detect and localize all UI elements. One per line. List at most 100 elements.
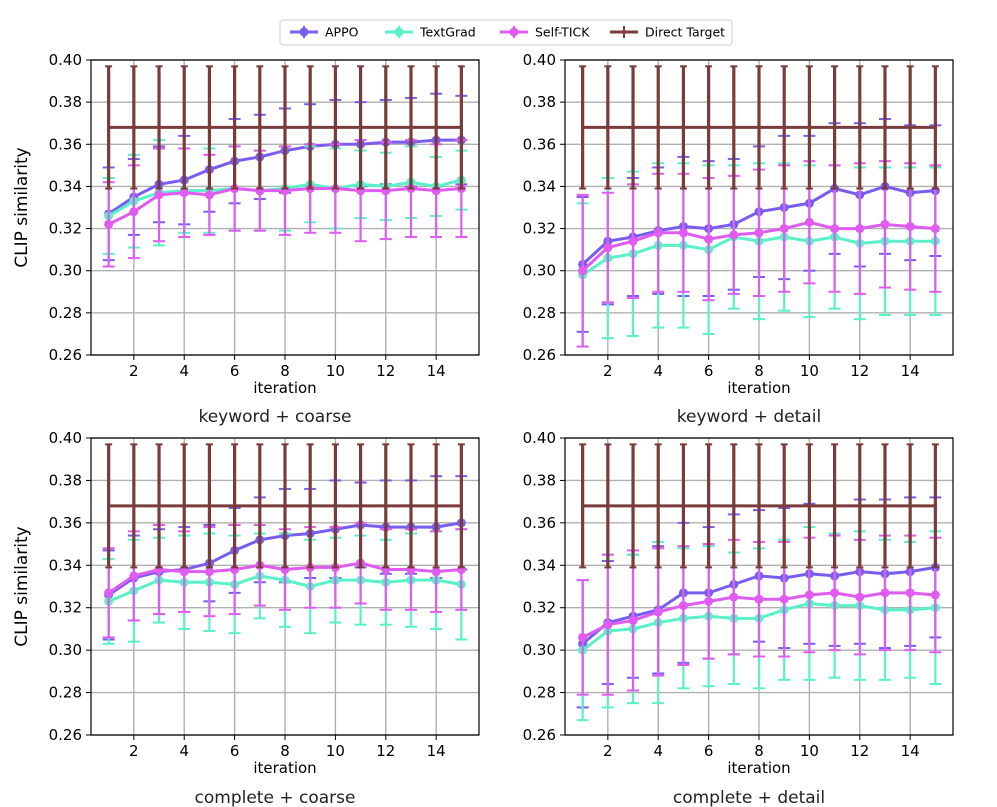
ytick-label-0.34: 0.34 <box>523 177 556 195</box>
x-axis-label: iteration <box>727 379 790 397</box>
plot-area <box>102 443 468 645</box>
legend-label-textgrad: TextGrad <box>419 25 476 40</box>
point-self-tick-13 <box>880 588 890 598</box>
plot-area <box>576 443 942 722</box>
series-direct-target <box>105 65 465 190</box>
point-self-tick-1 <box>578 266 588 276</box>
ytick-label-0.40: 0.40 <box>49 429 82 447</box>
ytick-label-0.36: 0.36 <box>49 514 82 532</box>
panel-title: complete + detail <box>673 788 825 807</box>
xtick-label-8: 8 <box>280 362 290 380</box>
point-self-tick-3 <box>628 236 638 246</box>
point-self-tick-6 <box>704 234 714 244</box>
point-self-tick-3 <box>154 190 164 200</box>
xtick-label-10: 10 <box>800 362 819 380</box>
point-self-tick-4 <box>179 188 189 198</box>
point-self-tick-7 <box>729 592 739 602</box>
xtick-label-12: 12 <box>376 362 395 380</box>
ytick-label-0.38: 0.38 <box>523 93 556 111</box>
point-self-tick-15 <box>930 224 940 234</box>
legend-label-direct-target: Direct Target <box>645 25 725 40</box>
ytick-label-0.32: 0.32 <box>49 599 82 617</box>
xtick-label-2: 2 <box>129 742 139 760</box>
point-self-tick-5 <box>678 228 688 238</box>
xtick-label-12: 12 <box>850 362 869 380</box>
point-self-tick-8 <box>754 594 764 604</box>
plot-area <box>576 65 942 348</box>
point-self-tick-2 <box>129 571 139 581</box>
ytick-label-0.30: 0.30 <box>49 641 82 659</box>
legend-label-self-tick: Self-TICK <box>535 25 590 40</box>
legend-item-textgrad: TextGrad <box>385 25 476 40</box>
ytick-label-0.38: 0.38 <box>523 471 556 489</box>
point-self-tick-9 <box>779 224 789 234</box>
point-self-tick-5 <box>204 190 214 200</box>
xtick-label-12: 12 <box>850 742 869 760</box>
ticks: 2 4 6 8 10 12 14 0.26 0.28 0.30 0.32 0.34 0.36 0.38 0.… <box>523 429 920 760</box>
point-self-tick-4 <box>179 567 189 577</box>
ytick-label-0.32: 0.32 <box>523 220 556 238</box>
point-self-tick-2 <box>603 243 613 253</box>
xtick-label-8: 8 <box>754 362 764 380</box>
point-self-tick-5 <box>204 567 214 577</box>
y-axis-label: CLIP similarity <box>12 147 32 267</box>
xtick-label-14: 14 <box>427 742 446 760</box>
ticks: 2 4 6 8 10 12 14 0.26 0.28 0.30 0.32 0.34 0.36 0.38 0.… <box>49 51 446 380</box>
xtick-label-2: 2 <box>603 362 613 380</box>
legend-marker-appo <box>299 27 309 37</box>
ytick-label-0.38: 0.38 <box>49 93 82 111</box>
xtick-label-10: 10 <box>326 742 345 760</box>
ytick-label-0.32: 0.32 <box>49 220 82 238</box>
ytick-label-0.34: 0.34 <box>49 177 82 195</box>
legend-item-direct-target: Direct Target <box>610 25 725 40</box>
xtick-label-4: 4 <box>653 742 663 760</box>
xtick-label-6: 6 <box>704 742 714 760</box>
ytick-label-0.28: 0.28 <box>523 684 556 702</box>
point-self-tick-10 <box>804 590 814 600</box>
ytick-label-0.30: 0.30 <box>49 262 82 280</box>
point-self-tick-2 <box>603 620 613 630</box>
point-self-tick-7 <box>729 230 739 240</box>
point-self-tick-11 <box>830 588 840 598</box>
ytick-label-0.40: 0.40 <box>523 429 556 447</box>
ytick-label-0.34: 0.34 <box>49 556 82 574</box>
panel-title: keyword + coarse <box>198 407 351 427</box>
point-self-tick-1 <box>104 219 114 229</box>
legend-marker-self-tick <box>509 27 519 37</box>
xtick-label-8: 8 <box>280 742 290 760</box>
x-axis-label: iteration <box>253 759 316 777</box>
ticks: 2 4 6 8 10 12 14 0.26 0.28 0.30 0.32 0.34 0.36 0.38 0.… <box>523 51 920 380</box>
ytick-label-0.36: 0.36 <box>523 514 556 532</box>
y-axis-label: CLIP similarity <box>12 526 32 646</box>
xtick-label-14: 14 <box>901 362 920 380</box>
ytick-label-0.26: 0.26 <box>523 346 556 364</box>
xtick-label-6: 6 <box>704 362 714 380</box>
ytick-label-0.36: 0.36 <box>49 135 82 153</box>
xtick-label-2: 2 <box>129 362 139 380</box>
ytick-label-0.40: 0.40 <box>523 51 556 69</box>
xtick-label-14: 14 <box>901 742 920 760</box>
point-self-tick-9 <box>779 594 789 604</box>
ytick-label-0.28: 0.28 <box>49 684 82 702</box>
x-axis-label: iteration <box>253 379 316 397</box>
xtick-label-12: 12 <box>376 742 395 760</box>
point-self-tick-1 <box>104 588 114 598</box>
point-self-tick-12 <box>855 224 865 234</box>
panel-complete-detail: 2 4 6 8 10 12 14 0.26 0.28 0.30 0.32 0.34 0.36 0.38 0.… <box>523 429 954 807</box>
point-self-tick-4 <box>653 228 663 238</box>
xtick-label-8: 8 <box>754 742 764 760</box>
point-self-tick-5 <box>678 601 688 611</box>
legend-item-appo: APPO <box>290 25 359 40</box>
point-self-tick-1 <box>578 632 588 642</box>
series-direct-target <box>105 443 465 569</box>
ytick-label-0.40: 0.40 <box>49 51 82 69</box>
ytick-label-0.36: 0.36 <box>523 135 556 153</box>
panel-keyword-coarse: 2 4 6 8 10 12 14 0.26 0.28 0.30 0.32 0.34 0.36 0.38 0.… <box>12 51 480 427</box>
ytick-label-0.26: 0.26 <box>523 726 556 744</box>
ticks: 2 4 6 8 10 12 14 0.26 0.28 0.30 0.32 0.34 0.36 0.38 0.… <box>49 429 446 760</box>
point-self-tick-3 <box>628 615 638 625</box>
ytick-label-0.26: 0.26 <box>49 726 82 744</box>
point-self-tick-12 <box>855 592 865 602</box>
xtick-label-6: 6 <box>230 742 240 760</box>
point-self-tick-10 <box>804 217 814 227</box>
